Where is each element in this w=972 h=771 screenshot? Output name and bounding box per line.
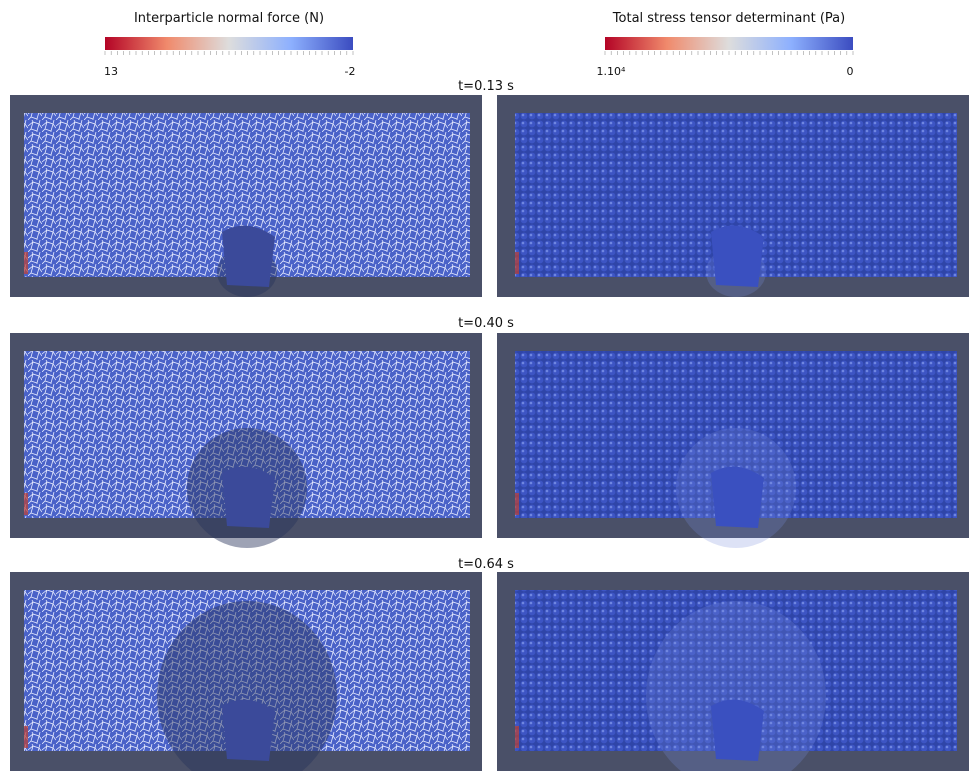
- intruder: [711, 700, 764, 761]
- colorbar-min-label: 1.10⁴: [597, 65, 626, 78]
- colorbar-title: Interparticle normal force (N): [134, 11, 324, 26]
- base-hot-zone: [515, 726, 519, 748]
- intruder: [222, 226, 275, 287]
- colorbar: [105, 37, 353, 50]
- base-hot-zone: [24, 493, 28, 515]
- base-hot-zone: [515, 252, 519, 274]
- figure: Interparticle normal force (N) 13 -2 Total …: [0, 0, 972, 771]
- colorbar-min-label: 13: [104, 65, 118, 78]
- base-hot-zone: [24, 726, 28, 748]
- intruder: [222, 467, 275, 528]
- time-label: t=0.40 s: [458, 316, 514, 331]
- time-label: t=0.13 s: [458, 79, 514, 94]
- colorbar-title: Total stress tensor determinant (Pa): [612, 11, 845, 26]
- colorbar-max-label: -2: [345, 65, 356, 78]
- figure-canvas: Interparticle normal force (N) 13 -2 Total …: [0, 0, 972, 771]
- intruder: [711, 467, 764, 528]
- colorbar: [605, 37, 853, 50]
- colorbar-max-label: 0: [847, 65, 854, 78]
- intruder: [222, 700, 275, 761]
- base-hot-zone: [515, 493, 519, 515]
- intruder: [711, 226, 764, 287]
- base-hot-zone: [24, 252, 28, 274]
- time-label: t=0.64 s: [458, 557, 514, 572]
